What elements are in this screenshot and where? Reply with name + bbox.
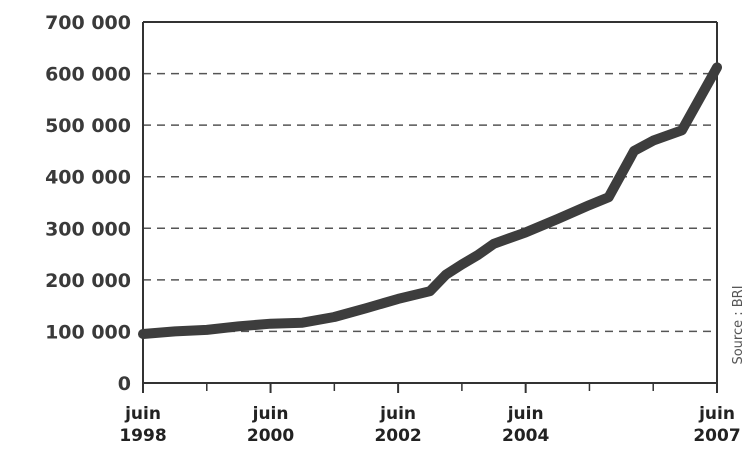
x-tick-label-year: 2004	[502, 426, 549, 446]
data-point	[142, 333, 144, 336]
x-tick-label-year: 1998	[119, 426, 166, 446]
data-point	[556, 218, 559, 221]
data-point	[492, 242, 495, 245]
data-point	[205, 328, 208, 331]
x-tick-label-year: 2002	[374, 426, 421, 446]
data-point	[607, 196, 610, 199]
y-tick-label: 500 000	[45, 115, 131, 137]
y-axis-tick-labels: 0 100 000 200 000 300 000 400 000 500 000 600 …	[45, 12, 131, 395]
data-point	[365, 307, 368, 310]
x-tick-label-year: 2000	[247, 426, 294, 446]
y-tick-label: 400 000	[45, 167, 131, 189]
data-point	[237, 325, 240, 328]
data-point	[716, 66, 718, 69]
source-note: Source : BRI	[731, 285, 746, 364]
series-group	[138, 62, 722, 339]
series-line	[138, 62, 722, 339]
y-tick-label: 0	[118, 373, 131, 395]
x-tick-label-month: juin	[379, 404, 416, 424]
data-point	[397, 297, 400, 300]
data-point	[524, 231, 527, 234]
x-tick-label-month: juin	[124, 404, 161, 424]
data-point	[173, 330, 176, 333]
x-tick-label-month: juin	[507, 404, 544, 424]
data-point	[476, 254, 479, 257]
data-point	[333, 315, 336, 318]
data-point	[652, 139, 655, 142]
y-tick-label: 600 000	[45, 64, 131, 86]
x-tick-label-year: 2007	[693, 426, 740, 446]
data-point	[301, 321, 304, 324]
data-point	[588, 204, 591, 207]
y-tick-label: 100 000	[45, 321, 131, 343]
data-point	[269, 322, 272, 325]
y-tick-label: 700 000	[45, 12, 131, 34]
x-tick-label-month: juin	[252, 404, 289, 424]
data-point	[633, 149, 636, 152]
y-tick-label: 300 000	[45, 218, 131, 240]
x-tick-label-month: juin	[698, 404, 735, 424]
data-point	[444, 273, 447, 276]
data-point	[680, 129, 683, 132]
y-tick-label: 200 000	[45, 270, 131, 292]
data-point	[460, 263, 463, 266]
data-point	[429, 290, 431, 293]
